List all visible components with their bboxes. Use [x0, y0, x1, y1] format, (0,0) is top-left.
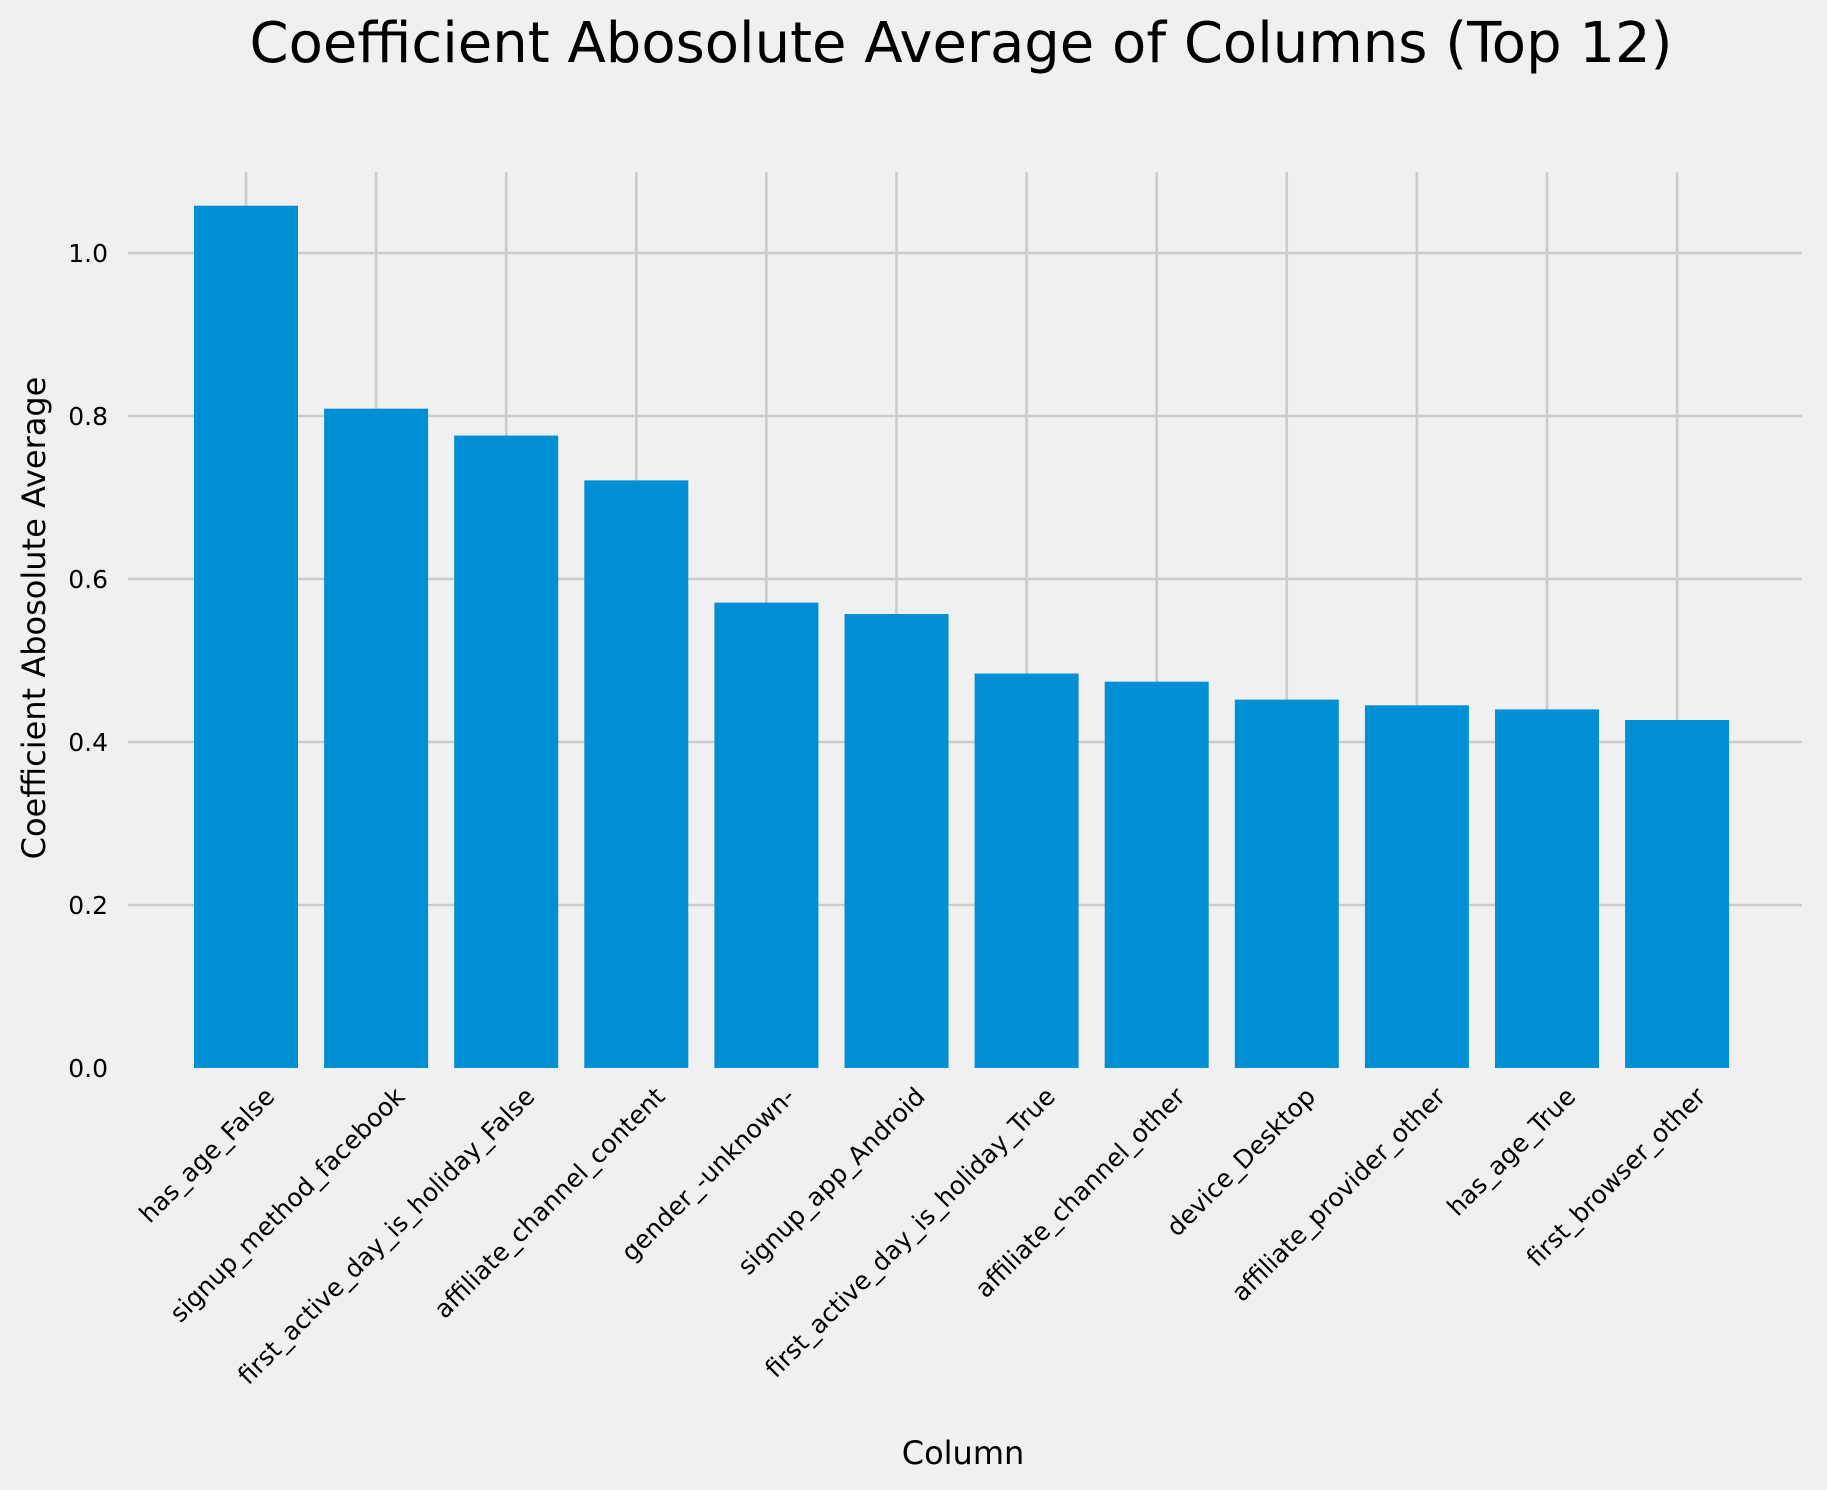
bar — [1104, 681, 1209, 1068]
y-tick-label: 0.0 — [68, 1054, 108, 1083]
bars — [194, 205, 1730, 1069]
y-tick-label: 0.4 — [68, 728, 108, 757]
chart-title: Coefficient Abosolute Average of Columns… — [249, 11, 1672, 76]
bar — [324, 408, 429, 1068]
bar — [974, 673, 1079, 1068]
y-axis-label: Coefficient Abosolute Average — [15, 377, 53, 860]
bar — [1625, 719, 1730, 1068]
bar — [1234, 699, 1339, 1068]
bar — [584, 480, 689, 1068]
bar — [454, 435, 559, 1068]
y-tick-label: 0.8 — [68, 402, 108, 431]
x-axis-label: Column — [902, 1434, 1025, 1472]
bar — [1364, 705, 1469, 1068]
y-tick-label: 0.2 — [68, 891, 108, 920]
bar — [1495, 709, 1599, 1068]
y-tick-label: 1.0 — [68, 239, 108, 268]
y-tick-label: 0.6 — [68, 565, 108, 594]
bar — [194, 205, 298, 1069]
bar — [844, 614, 949, 1068]
bar — [714, 602, 819, 1068]
y-tick-labels: 0.0 0.2 0.4 0.6 0.8 1.0 — [68, 239, 108, 1083]
